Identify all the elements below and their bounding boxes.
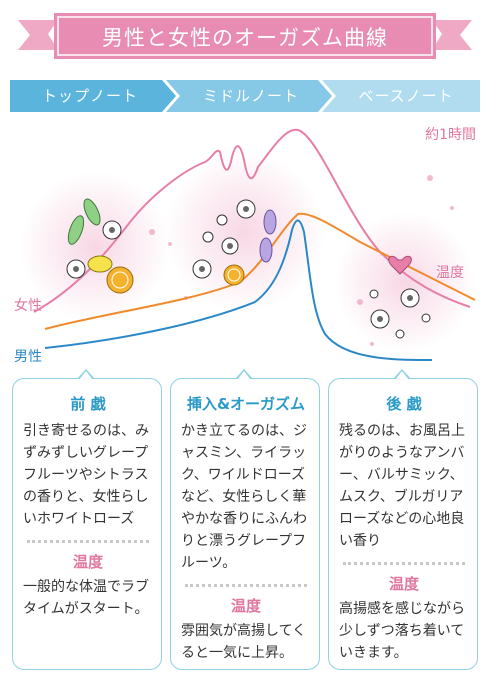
title-ribbon: 男性と女性のオーガズム曲線 [18, 10, 472, 66]
curve-canvas [20, 128, 476, 361]
glow-afterplay [335, 212, 475, 352]
card-notch [77, 369, 95, 380]
female-curve [33, 128, 471, 313]
card-temp-body: 高揚感を感じながら少しずつ落ち着いていきます。 [339, 601, 465, 661]
card-temp-body: 一般的な体温でラブタイムがスタート。 [23, 579, 149, 617]
phase-label-top: トップノート [41, 87, 138, 105]
phase-arrow-middle [166, 80, 332, 112]
card-heading: 前 戯 [70, 395, 106, 413]
card-divider [27, 540, 149, 543]
climax-illustration [192, 199, 277, 286]
phase-arrow-top [10, 80, 176, 112]
card-heading: 後 戯 [386, 395, 422, 413]
card-notch [393, 369, 411, 380]
card-temp-heading: 温度 [72, 553, 103, 571]
card-afterplay: 後 戯 残るのは、お風呂上がりのようなアンバー、バルサミック、ムスク、ブルガリア… [328, 369, 478, 670]
foreplay-illustration [66, 198, 134, 294]
female-label: 女性 [14, 298, 42, 314]
card-divider [185, 584, 307, 587]
card-insertion-orgasm: 挿入&オーガズム かき立てるのは、ジャスミン、ライラック、ワイルドローズなど、女… [170, 369, 320, 670]
phase-bar: トップノート ミドルノート ベースノート [10, 80, 480, 112]
male-label: 男性 [14, 349, 42, 365]
card-body: 残るのは、お風呂上がりのようなアンバー、バルサミック、ムスク、ブルガリアローズな… [339, 423, 465, 549]
orgasm-curve-diagram [0, 112, 490, 372]
temperature-label: 温度 [436, 265, 464, 281]
glow-foreplay [20, 172, 170, 322]
card-heading: 挿入&オーガズム [186, 395, 306, 413]
card-temp-heading: 温度 [230, 597, 261, 615]
duration-label: 約1時間 [425, 127, 476, 143]
phase-label-middle: ミドルノート [202, 87, 299, 105]
card-temp-heading: 温度 [388, 575, 419, 593]
card-notch [235, 369, 253, 380]
phase-arrows [10, 80, 480, 112]
afterplay-illustration [369, 255, 431, 339]
card-foreplay: 前 戯 引き寄せるのは、みずみずしいグレープフルーツやシトラスの香りと、女性らし… [12, 369, 162, 670]
phase-arrow-base [322, 80, 480, 112]
male-curve [44, 219, 433, 361]
phase-label-base: ベースノート [358, 87, 454, 105]
card-body: 引き寄せるのは、みずみずしいグレープフルーツやシトラスの香りと、女性らしいホワイ… [23, 423, 149, 527]
card-body: かき立てるのは、ジャスミン、ライラック、ワイルドローズなど、女性らしく華やかな香… [181, 423, 307, 571]
ribbon-shape [18, 13, 472, 59]
page-title: 男性と女性のオーガズム曲線 [102, 26, 388, 50]
glow-climax [165, 152, 325, 312]
card-divider [343, 562, 465, 565]
card-temp-body: 雰囲気が高揚してくると一気に上昇。 [181, 623, 307, 661]
